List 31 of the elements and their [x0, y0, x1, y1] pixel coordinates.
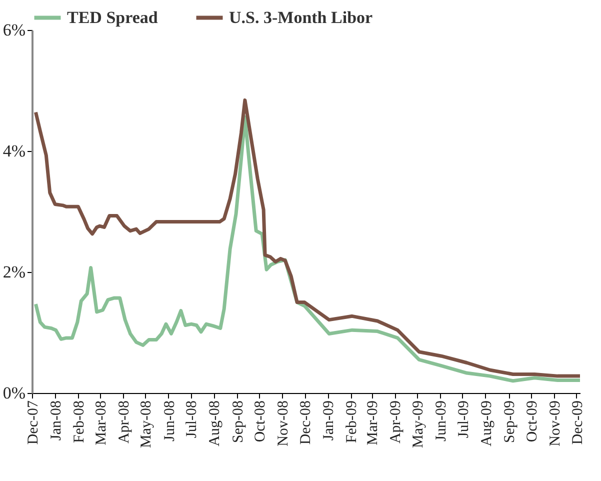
- x-tick-label: Feb-08: [72, 400, 88, 443]
- legend-label: U.S. 3-Month Libor: [229, 8, 374, 27]
- y-tick-label: 0%: [2, 384, 26, 402]
- x-tick-label: Jun-08: [162, 400, 178, 442]
- x-tick-label: Apr-08: [116, 400, 132, 444]
- x-tick-label: Oct-08: [252, 400, 269, 442]
- x-tick-label: Feb-09: [344, 400, 360, 443]
- x-tick-label: Jan-08: [48, 400, 65, 440]
- x-tick-label: Mar-09: [365, 400, 382, 446]
- x-tick-label: Aug-09: [478, 400, 495, 446]
- x-tick-label: Nov-09: [547, 400, 564, 446]
- legend-label: TED Spread: [67, 8, 158, 27]
- x-tick-label: Dec-09: [570, 400, 586, 445]
- x-tick-label: Dec-08: [298, 400, 314, 445]
- x-tick-label: Sep-09: [502, 400, 518, 443]
- y-tick-label: 6%: [2, 20, 26, 40]
- y-tick-label: 4%: [2, 142, 26, 160]
- x-tick-label: Oct-09: [524, 400, 540, 442]
- x-tick-label: Aug-08: [207, 400, 224, 446]
- x-tick-label: Jun-09: [434, 400, 450, 442]
- x-tick-label: Mar-08: [93, 400, 110, 446]
- x-tick-label: Sep-08: [230, 400, 246, 443]
- x-tick-label: Jan-09: [321, 400, 338, 440]
- x-tick-label: May-09: [410, 400, 426, 448]
- x-tick-label: Jul-08: [184, 400, 200, 438]
- y-tick-label: 2%: [2, 262, 26, 282]
- x-tick-label: Dec-07: [26, 400, 42, 445]
- x-tick-label: May-08: [138, 400, 155, 448]
- x-tick-label: Apr-09: [388, 400, 404, 444]
- x-tick-label: Jul-09: [456, 400, 472, 438]
- x-tick-label: Nov-08: [276, 400, 292, 446]
